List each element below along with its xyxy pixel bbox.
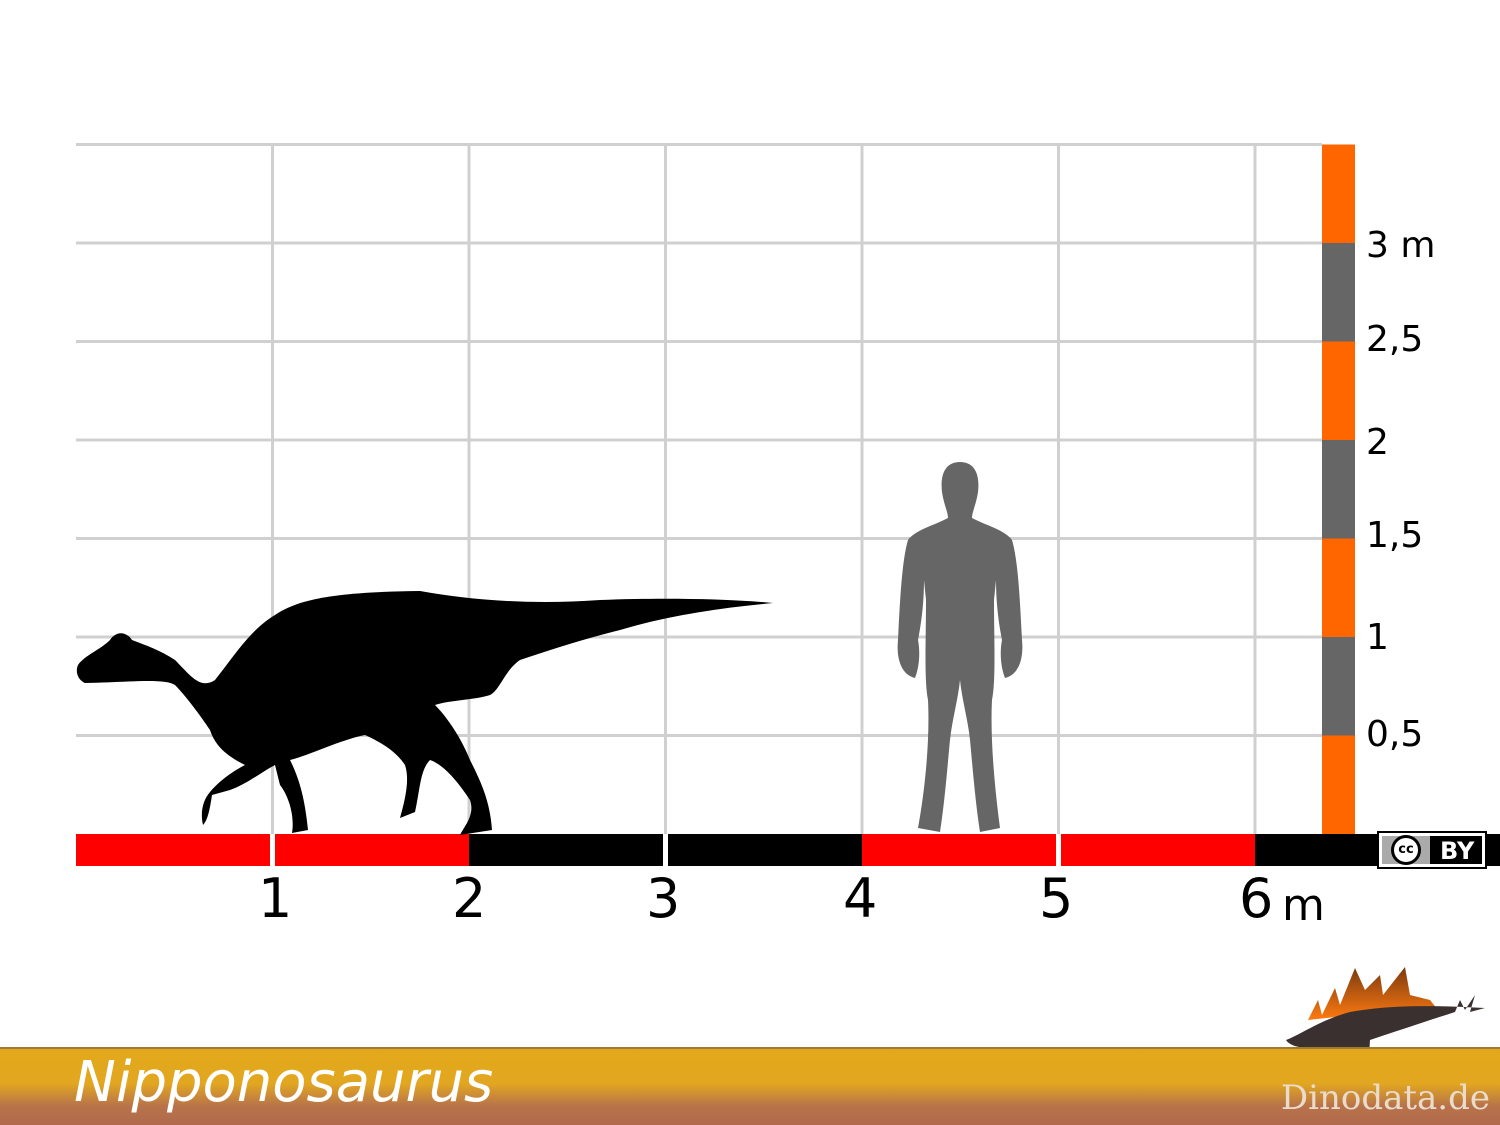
- length-scale-bar: [76, 834, 1500, 866]
- height-scale-segment: [1322, 538, 1355, 637]
- y-label: 1: [1366, 617, 1389, 658]
- brand-name: Dinodata.de: [1280, 1078, 1490, 1118]
- height-scale-segment: [1322, 440, 1355, 539]
- x-label: 1: [258, 867, 293, 930]
- y-label: 3 m: [1366, 225, 1436, 266]
- height-scale-segment: [1322, 735, 1355, 834]
- cc-by-license-badge: cc BY: [1377, 831, 1487, 869]
- x-label: 6: [1239, 867, 1274, 930]
- height-scale-segment: [1322, 341, 1355, 440]
- length-scale-segment: [469, 834, 666, 866]
- human-silhouette: [897, 462, 1023, 832]
- height-scale-segment: [1322, 637, 1355, 736]
- cc-icon: cc: [1391, 835, 1421, 865]
- height-scale-bar: [1322, 144, 1355, 834]
- length-scale-segment: [76, 834, 273, 866]
- y-label: 2,5: [1366, 319, 1424, 360]
- height-scale-segment: [1322, 144, 1355, 243]
- y-label: 1,5: [1366, 515, 1424, 556]
- height-scale-segment: [1322, 243, 1355, 342]
- length-scale-segment: [1058, 834, 1255, 866]
- x-label: 5: [1039, 867, 1074, 930]
- x-label: 4: [843, 867, 878, 930]
- dinosaur-silhouette: [76, 591, 773, 835]
- y-label: 2: [1366, 422, 1389, 463]
- title-banner: [0, 1047, 1500, 1125]
- length-scale-segment: [665, 834, 862, 866]
- species-title: Nipponosaurus: [74, 1050, 494, 1115]
- y-label: 0,5: [1366, 714, 1424, 755]
- x-label: 3: [646, 867, 681, 930]
- x-unit: m: [1282, 880, 1325, 931]
- length-scale-segment: [862, 834, 1059, 866]
- by-label: BY: [1440, 837, 1475, 865]
- x-label: 2: [452, 867, 487, 930]
- length-scale-segment: [272, 834, 469, 866]
